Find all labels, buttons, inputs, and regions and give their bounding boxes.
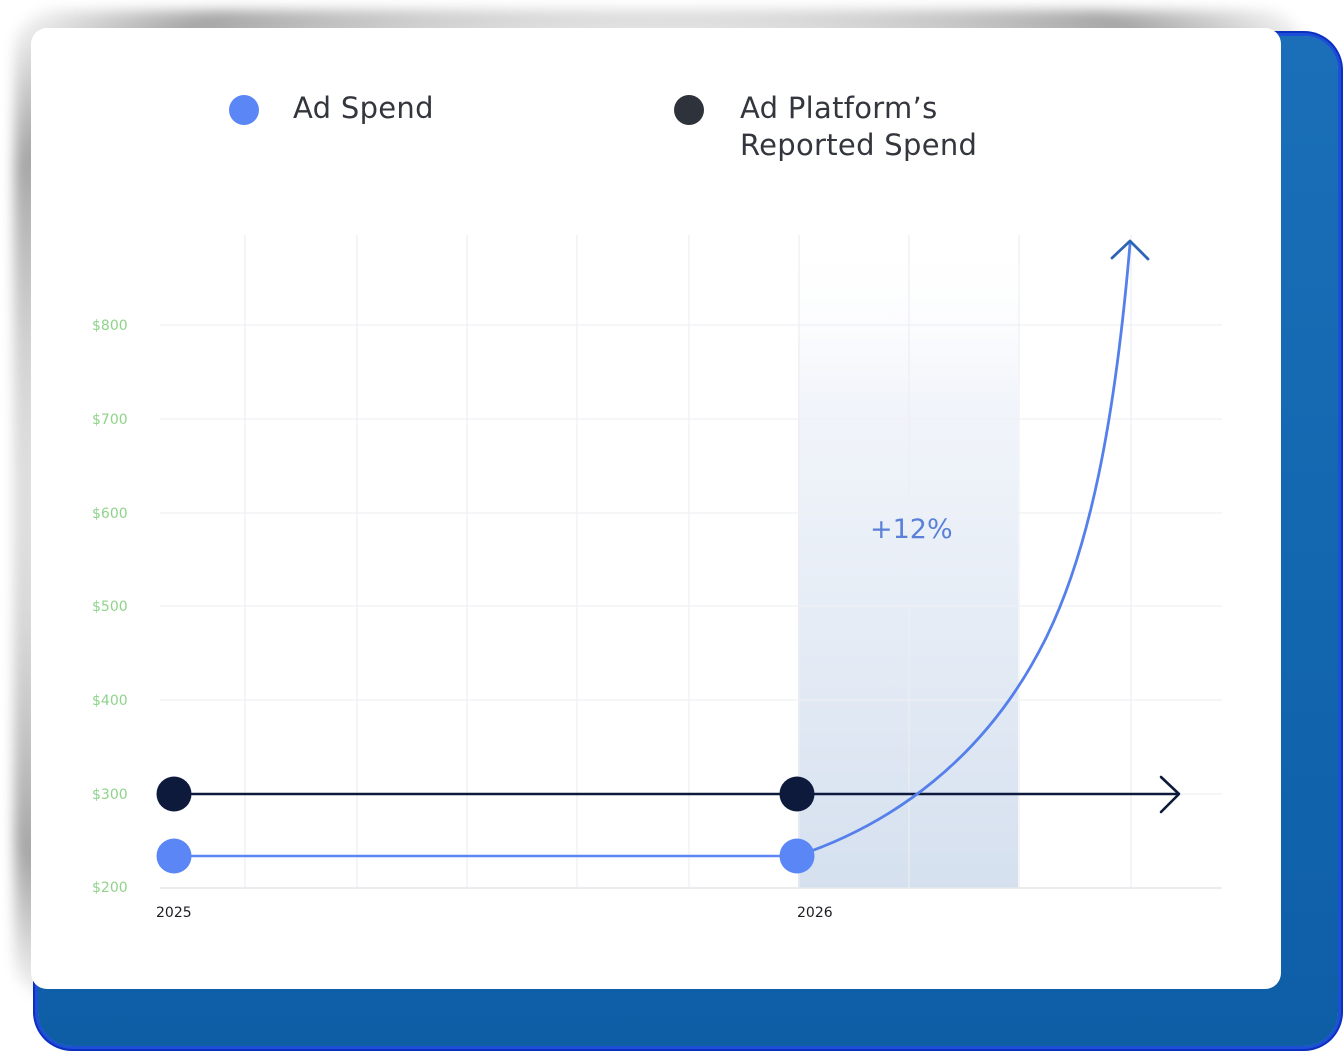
y-tick: $800 <box>92 318 128 334</box>
circle-dot-icon <box>674 95 704 125</box>
y-tick: $400 <box>92 693 128 709</box>
chart-legend: Ad Spend Ad Platform’s Reported Spend <box>31 28 1281 208</box>
y-axis-ticks: $800 $700 $600 $500 $400 $300 $200 <box>92 318 128 896</box>
chart-card: Ad Spend Ad Platform’s Reported Spend <box>31 28 1281 989</box>
x-tick: 2026 <box>797 905 833 921</box>
legend-item-ad-spend: Ad Spend <box>229 90 434 127</box>
y-tick: $500 <box>92 599 128 615</box>
highlight-band <box>798 235 1018 888</box>
y-tick: $700 <box>92 412 128 428</box>
growth-annotation: +12% <box>870 514 953 545</box>
legend-item-reported-spend: Ad Platform’s Reported Spend <box>674 90 977 164</box>
vertical-gridlines <box>244 235 1132 888</box>
data-point <box>779 838 815 874</box>
series-ad-spend <box>156 239 1150 874</box>
arrow-up-icon <box>1110 239 1150 261</box>
y-tick: $200 <box>92 880 128 896</box>
line-chart: $800 $700 $600 $500 $400 $300 $200 2025 … <box>92 235 1222 921</box>
circle-dot-icon <box>229 95 259 125</box>
x-tick: 2025 <box>156 905 192 921</box>
arrow-right-icon <box>1159 775 1181 814</box>
data-point <box>779 776 815 812</box>
x-axis-ticks: 2025 2026 <box>156 905 833 921</box>
y-tick: $600 <box>92 506 128 522</box>
horizontal-gridlines <box>160 324 1222 795</box>
data-point <box>156 838 192 874</box>
legend-label: Ad Platform’s Reported Spend <box>740 91 978 162</box>
series-reported-spend <box>156 775 1181 814</box>
legend-label: Ad Spend <box>293 91 434 125</box>
y-tick: $300 <box>92 787 128 803</box>
data-point <box>156 776 192 812</box>
